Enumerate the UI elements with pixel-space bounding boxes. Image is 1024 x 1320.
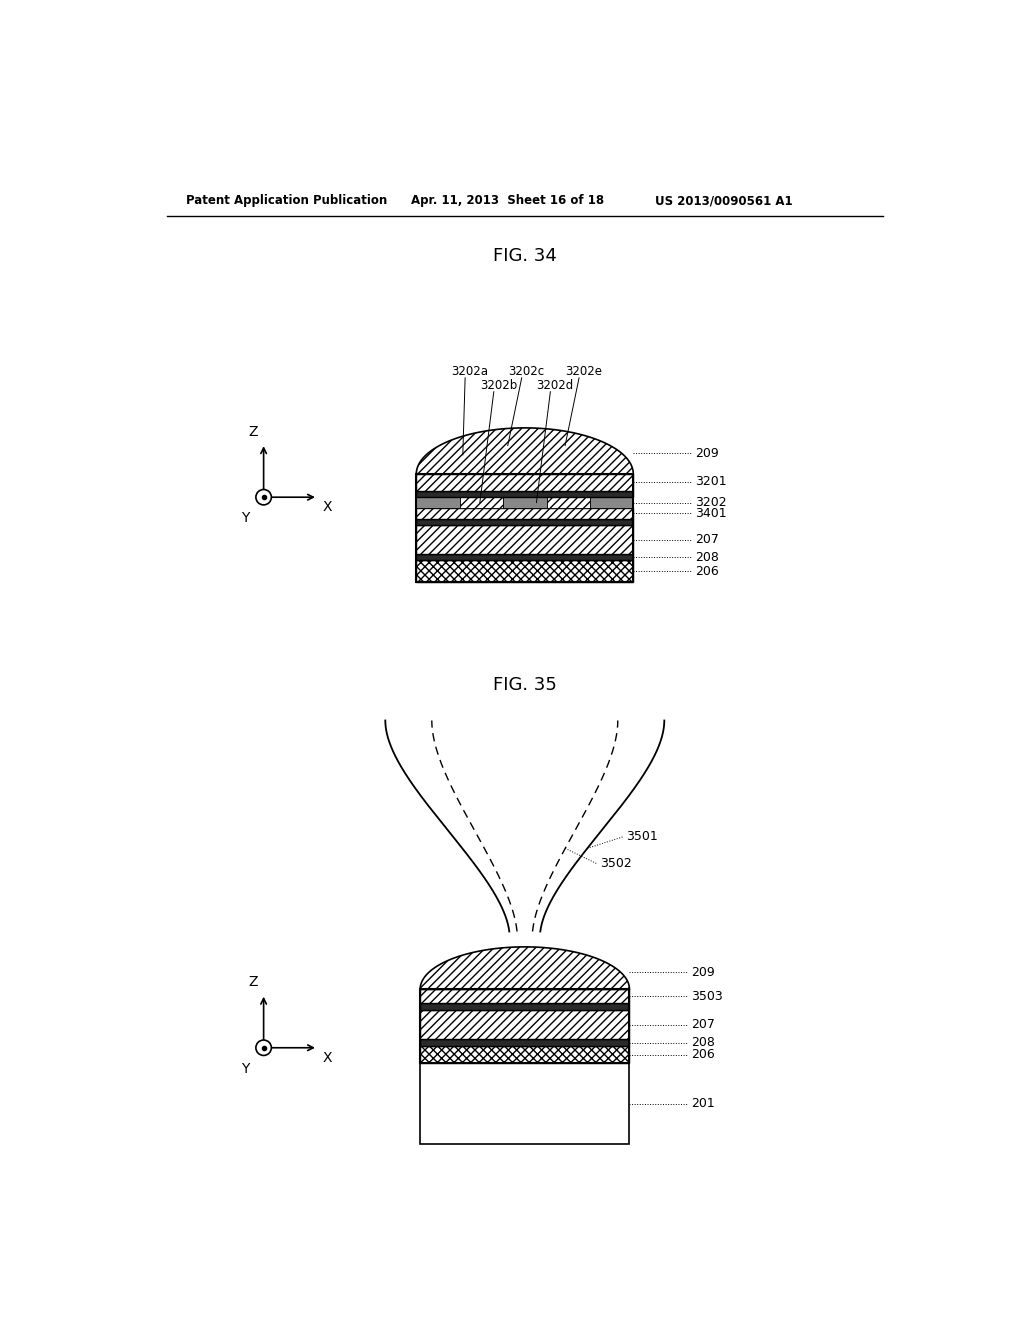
Bar bbox=[417, 508, 633, 519]
Bar bbox=[420, 1003, 630, 1010]
Bar bbox=[420, 989, 630, 1063]
Bar bbox=[417, 474, 633, 582]
Polygon shape bbox=[417, 428, 633, 474]
Text: 3202e: 3202e bbox=[565, 364, 602, 378]
Text: 209: 209 bbox=[695, 446, 719, 459]
Circle shape bbox=[256, 490, 271, 506]
Text: 3401: 3401 bbox=[695, 507, 727, 520]
Text: Y: Y bbox=[242, 1061, 250, 1076]
Text: Apr. 11, 2013  Sheet 16 of 18: Apr. 11, 2013 Sheet 16 of 18 bbox=[411, 194, 604, 207]
Bar bbox=[417, 560, 633, 582]
Bar bbox=[417, 491, 633, 498]
Text: Z: Z bbox=[248, 975, 257, 989]
Text: 3501: 3501 bbox=[626, 830, 657, 843]
Text: FIG. 35: FIG. 35 bbox=[493, 676, 557, 694]
Text: 207: 207 bbox=[695, 533, 719, 546]
Bar bbox=[417, 554, 633, 560]
Text: X: X bbox=[323, 1051, 332, 1065]
Bar bbox=[417, 498, 460, 508]
Text: FIG. 34: FIG. 34 bbox=[493, 247, 557, 265]
Polygon shape bbox=[420, 946, 630, 989]
Bar bbox=[420, 1047, 630, 1063]
Bar bbox=[420, 989, 630, 1003]
Bar bbox=[420, 1010, 630, 1039]
Text: Z: Z bbox=[248, 425, 257, 438]
Text: 3202d: 3202d bbox=[537, 379, 573, 392]
Bar bbox=[420, 1039, 630, 1047]
Text: 206: 206 bbox=[691, 1048, 715, 1061]
Text: 3202a: 3202a bbox=[452, 364, 488, 378]
Text: 3202c: 3202c bbox=[508, 364, 544, 378]
Bar bbox=[547, 498, 590, 508]
Bar bbox=[417, 525, 633, 554]
Text: 3502: 3502 bbox=[600, 857, 632, 870]
Bar bbox=[503, 498, 547, 508]
Text: 209: 209 bbox=[691, 966, 715, 979]
Bar bbox=[460, 498, 503, 508]
Bar bbox=[417, 519, 633, 525]
Text: 208: 208 bbox=[695, 550, 719, 564]
Text: 207: 207 bbox=[691, 1018, 716, 1031]
Text: 201: 201 bbox=[691, 1097, 715, 1110]
Bar bbox=[590, 498, 633, 508]
Text: 206: 206 bbox=[695, 565, 719, 578]
Text: 3202b: 3202b bbox=[480, 379, 517, 392]
Text: 3503: 3503 bbox=[691, 990, 723, 1003]
Text: 208: 208 bbox=[691, 1036, 716, 1049]
Text: US 2013/0090561 A1: US 2013/0090561 A1 bbox=[655, 194, 793, 207]
Text: X: X bbox=[323, 500, 332, 515]
Text: Y: Y bbox=[242, 511, 250, 525]
Text: 3201: 3201 bbox=[695, 475, 727, 488]
Text: 3202: 3202 bbox=[695, 496, 727, 510]
Circle shape bbox=[256, 1040, 271, 1056]
Bar bbox=[417, 474, 633, 491]
Text: Patent Application Publication: Patent Application Publication bbox=[186, 194, 387, 207]
Bar bbox=[420, 1063, 630, 1144]
